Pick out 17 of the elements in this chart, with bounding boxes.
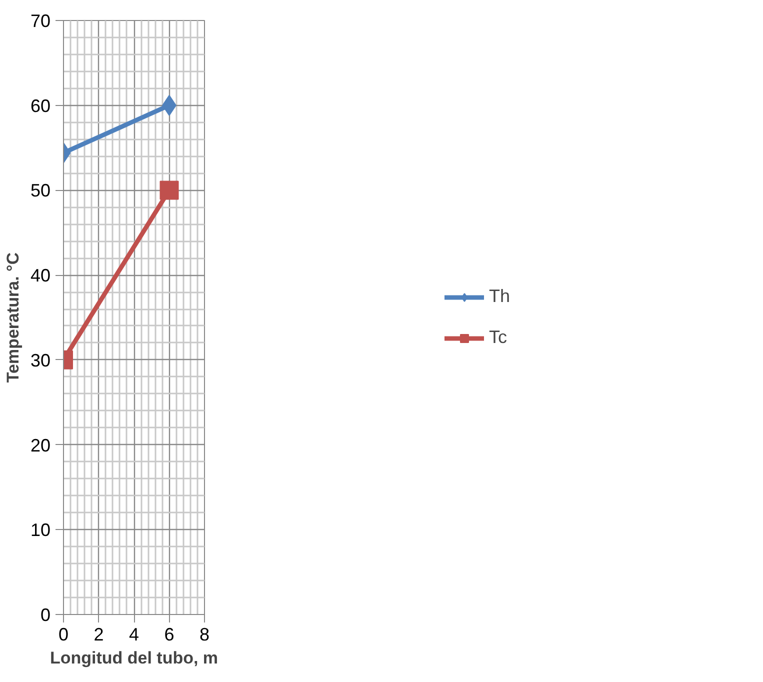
y-tick-label: 50 (30, 180, 51, 201)
x-axis-title: Longitud del tubo, m (50, 648, 218, 668)
x-tick-label: 2 (94, 624, 104, 644)
y-tick-label: 70 (30, 11, 51, 31)
y-tick-label: 10 (30, 520, 51, 540)
x-tick-label: 6 (164, 624, 174, 644)
x-tick-label: 8 (199, 624, 210, 644)
y-tick-label: 20 (30, 435, 51, 456)
y-tick-label: 30 (30, 350, 51, 370)
y-tick-label: 0 (40, 605, 51, 625)
y-axis-title: Temperatura. °C (3, 252, 22, 383)
y-tick-label: 40 (30, 266, 51, 286)
legend-label: Tc (488, 327, 508, 348)
legend-label: Th (488, 286, 510, 307)
y-tick-label: 60 (30, 96, 51, 116)
x-tick-label: 0 (58, 624, 69, 644)
x-tick-label: 4 (128, 624, 140, 644)
